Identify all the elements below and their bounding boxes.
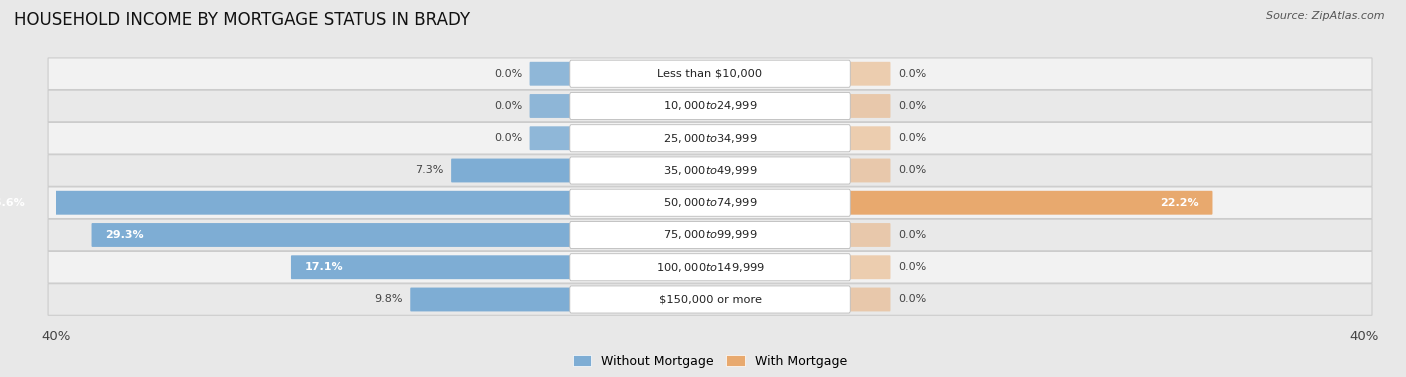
Text: 0.0%: 0.0%: [898, 230, 927, 240]
Text: $35,000 to $49,999: $35,000 to $49,999: [662, 164, 758, 177]
FancyBboxPatch shape: [291, 255, 572, 279]
Text: 0.0%: 0.0%: [494, 101, 522, 111]
Text: 29.3%: 29.3%: [105, 230, 143, 240]
FancyBboxPatch shape: [848, 126, 890, 150]
FancyBboxPatch shape: [48, 187, 1372, 219]
FancyBboxPatch shape: [569, 92, 851, 120]
Text: $10,000 to $24,999: $10,000 to $24,999: [662, 100, 758, 112]
FancyBboxPatch shape: [48, 58, 1372, 90]
FancyBboxPatch shape: [48, 251, 1372, 283]
FancyBboxPatch shape: [530, 94, 572, 118]
FancyBboxPatch shape: [848, 159, 890, 182]
FancyBboxPatch shape: [569, 60, 851, 87]
FancyBboxPatch shape: [569, 189, 851, 216]
FancyBboxPatch shape: [411, 288, 572, 311]
Text: $150,000 or more: $150,000 or more: [658, 294, 762, 305]
FancyBboxPatch shape: [91, 223, 572, 247]
Text: $100,000 to $149,999: $100,000 to $149,999: [655, 261, 765, 274]
Text: 17.1%: 17.1%: [305, 262, 343, 272]
Text: 0.0%: 0.0%: [898, 262, 927, 272]
FancyBboxPatch shape: [848, 288, 890, 311]
FancyBboxPatch shape: [569, 254, 851, 281]
FancyBboxPatch shape: [569, 286, 851, 313]
FancyBboxPatch shape: [848, 255, 890, 279]
Text: 0.0%: 0.0%: [898, 294, 927, 305]
FancyBboxPatch shape: [848, 94, 890, 118]
Legend: Without Mortgage, With Mortgage: Without Mortgage, With Mortgage: [568, 350, 852, 373]
Text: 22.2%: 22.2%: [1160, 198, 1199, 208]
Text: 0.0%: 0.0%: [898, 133, 927, 143]
Text: 0.0%: 0.0%: [898, 101, 927, 111]
FancyBboxPatch shape: [848, 191, 1212, 215]
Text: HOUSEHOLD INCOME BY MORTGAGE STATUS IN BRADY: HOUSEHOLD INCOME BY MORTGAGE STATUS IN B…: [14, 11, 470, 29]
FancyBboxPatch shape: [848, 62, 890, 86]
FancyBboxPatch shape: [569, 125, 851, 152]
Text: Less than $10,000: Less than $10,000: [658, 69, 762, 79]
Text: 9.8%: 9.8%: [374, 294, 402, 305]
Text: 0.0%: 0.0%: [898, 166, 927, 175]
FancyBboxPatch shape: [48, 155, 1372, 186]
FancyBboxPatch shape: [848, 223, 890, 247]
FancyBboxPatch shape: [530, 126, 572, 150]
FancyBboxPatch shape: [48, 123, 1372, 154]
FancyBboxPatch shape: [0, 191, 572, 215]
Text: $50,000 to $74,999: $50,000 to $74,999: [662, 196, 758, 209]
FancyBboxPatch shape: [530, 62, 572, 86]
Text: $25,000 to $34,999: $25,000 to $34,999: [662, 132, 758, 145]
Text: Source: ZipAtlas.com: Source: ZipAtlas.com: [1267, 11, 1385, 21]
Text: 0.0%: 0.0%: [494, 133, 522, 143]
FancyBboxPatch shape: [569, 221, 851, 248]
FancyBboxPatch shape: [48, 90, 1372, 122]
FancyBboxPatch shape: [569, 157, 851, 184]
Text: 0.0%: 0.0%: [494, 69, 522, 79]
FancyBboxPatch shape: [451, 159, 572, 182]
FancyBboxPatch shape: [48, 219, 1372, 251]
Text: 7.3%: 7.3%: [415, 166, 444, 175]
Text: 36.6%: 36.6%: [0, 198, 25, 208]
Text: 0.0%: 0.0%: [898, 69, 927, 79]
FancyBboxPatch shape: [48, 284, 1372, 315]
Text: $75,000 to $99,999: $75,000 to $99,999: [662, 228, 758, 242]
